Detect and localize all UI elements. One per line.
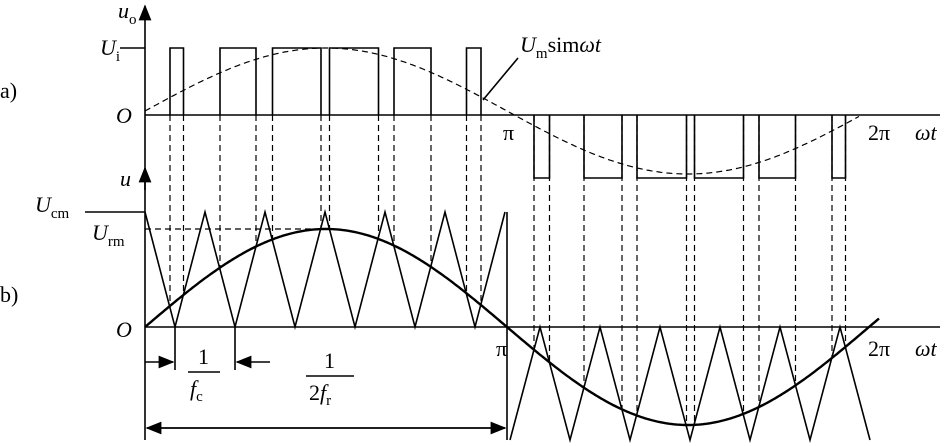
carrier-peak-label: Ucm — [35, 192, 70, 222]
x-axis-label: ωt — [915, 120, 938, 145]
carrier-triangle — [144, 208, 871, 444]
fraction-denominator: 2fr — [309, 380, 331, 409]
reference-sine — [144, 227, 880, 427]
origin: O — [116, 103, 132, 128]
x-axis-label: ωt — [915, 336, 938, 361]
pi-label: π — [496, 336, 507, 361]
level-label: Ui — [100, 35, 120, 65]
y-axis-label: uo — [118, 0, 137, 28]
two-pi-label: 2π — [868, 120, 890, 145]
fraction-denominator: fc — [190, 376, 203, 405]
fraction-numerator: 1 — [198, 344, 209, 369]
origin: O — [116, 317, 132, 342]
reference-peak-label: Urm — [92, 220, 125, 250]
y-axis-label: u — [120, 166, 131, 191]
curve-label: Umsimωt — [520, 32, 602, 62]
two-pi-label: 2π — [868, 336, 890, 361]
pi-label: π — [503, 120, 514, 145]
leader-line — [482, 57, 519, 101]
panel-label: b) — [0, 282, 18, 307]
fraction-numerator: 1 — [324, 348, 335, 373]
pwm-output — [169, 47, 847, 179]
panel-label: a) — [0, 78, 17, 103]
fundamental-dashed — [144, 47, 860, 175]
